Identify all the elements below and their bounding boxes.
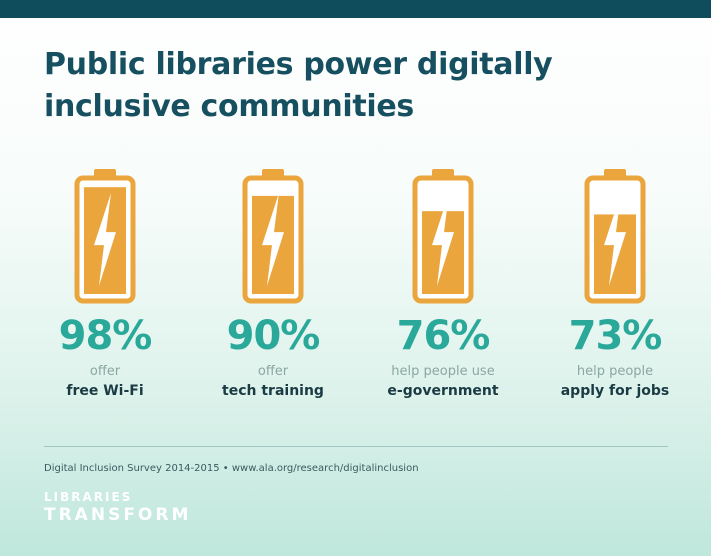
battery-icon	[584, 168, 646, 304]
page-title: Public libraries power digitally inclusi…	[44, 47, 553, 124]
battery-icon	[242, 168, 304, 304]
stat-tech-training: 90% offer tech training	[188, 168, 358, 418]
battery-icon	[74, 168, 136, 304]
stats-row: 98% offer free Wi-Fi 90% offer tech trai…	[0, 168, 711, 418]
stat-e-government: 76% help people use e-government	[358, 168, 528, 418]
stat-caption: help people use	[391, 364, 495, 379]
stat-caption: offer	[89, 364, 121, 379]
stat-apply-for-jobs: 73% help people apply for jobs	[530, 168, 700, 418]
stat-value: 76%	[396, 313, 491, 359]
stat-value: 90%	[226, 313, 321, 359]
stat-free-wifi: 98% offer free Wi-Fi	[20, 168, 190, 418]
lightning-bolt-icon	[262, 193, 284, 286]
source-citation: Digital Inclusion Survey 2014-2015 • www…	[44, 463, 419, 474]
lightning-bolt-icon	[604, 193, 626, 286]
libraries-transform-logo: LIBRARIES TRANSFORM	[44, 490, 284, 536]
stat-emphasis: tech training	[222, 383, 324, 399]
footer-divider	[44, 446, 668, 447]
stat-emphasis: free Wi-Fi	[66, 383, 144, 399]
lightning-bolt-icon	[432, 193, 454, 286]
lightning-bolt-icon	[94, 193, 116, 286]
stat-caption: help people	[576, 364, 654, 379]
logo-line-2: TRANSFORM	[44, 505, 192, 525]
stat-emphasis: apply for jobs	[560, 383, 670, 399]
stat-caption: offer	[257, 364, 289, 379]
top-bar	[0, 0, 711, 18]
stat-value: 98%	[58, 313, 153, 359]
stat-value: 73%	[568, 313, 663, 359]
stat-emphasis: e-government	[387, 383, 499, 399]
battery-icon	[412, 168, 474, 304]
logo-line-1: LIBRARIES	[44, 490, 133, 504]
